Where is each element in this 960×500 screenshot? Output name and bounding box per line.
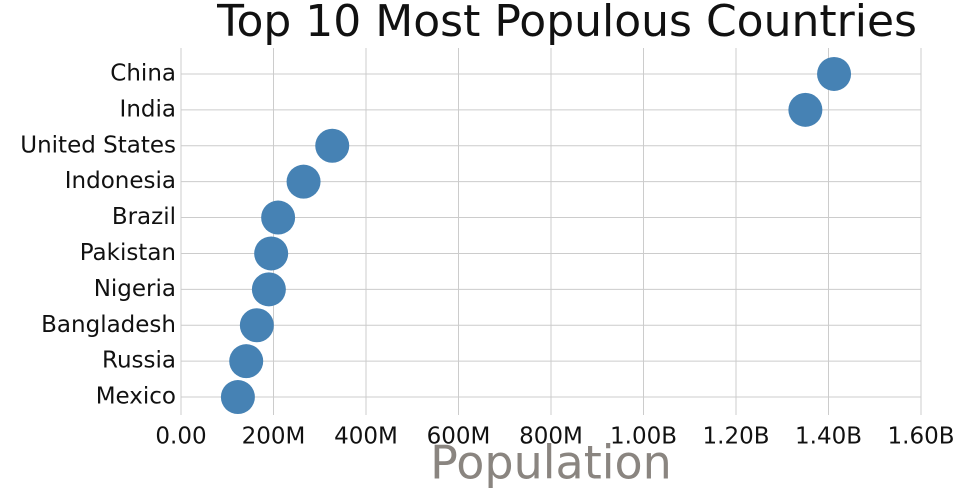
y-tick-label: Indonesia <box>65 168 176 194</box>
dot <box>286 164 321 199</box>
x-tick-label: 200M <box>242 424 306 450</box>
x-tick-label: 1.60B <box>888 424 955 450</box>
y-tick-label: China <box>110 60 176 86</box>
y-tick-label: India <box>120 96 176 122</box>
dot <box>261 200 296 235</box>
dot <box>239 308 274 343</box>
dot <box>251 272 286 307</box>
dot <box>229 344 264 379</box>
dot <box>817 56 852 91</box>
dot <box>315 128 350 163</box>
y-tick-label: Russia <box>102 348 176 374</box>
x-tick-label: 0.00 <box>155 424 206 450</box>
y-tick-label: Brazil <box>112 204 176 230</box>
dot <box>220 380 255 415</box>
y-tick-label: Mexico <box>96 384 176 410</box>
x-tick-label: 800M <box>519 424 583 450</box>
dot <box>254 236 289 271</box>
x-tick-label: 600M <box>427 424 491 450</box>
dot <box>788 92 823 127</box>
y-tick-label: United States <box>20 132 176 158</box>
grid: 0.00 200M 400M 600M 800M 1.00B 1.20B 1.40B 1.60B… <box>20 48 955 450</box>
x-axis-title: Population <box>430 436 672 490</box>
y-tick-label: Bangladesh <box>41 312 176 338</box>
x-tick-label: 400M <box>334 424 398 450</box>
x-tick-label: 1.40B <box>795 424 862 450</box>
y-tick-label: Pakistan <box>80 240 176 266</box>
marks <box>220 56 852 415</box>
x-tick-label: 1.20B <box>703 424 770 450</box>
chart-title: Top 10 Most Populous Countries <box>216 0 917 47</box>
y-tick-label: Nigeria <box>94 276 176 302</box>
x-tick-label: 1.00B <box>610 424 677 450</box>
